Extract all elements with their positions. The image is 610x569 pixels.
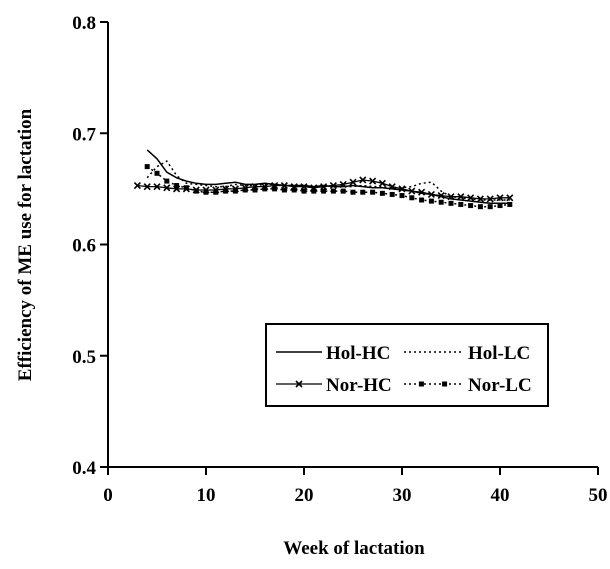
y-tick-label: 0.5 [72,347,96,368]
data-point-nor-lc [399,193,405,199]
data-point-nor-hc [437,191,445,200]
data-point-nor-lc [409,195,415,201]
data-point-nor-lc [477,204,483,210]
x-axis-title: Week of lactation [283,538,425,559]
x-tick-label: 50 [589,485,608,506]
data-point-nor-lc [360,189,366,195]
legend-box [265,323,549,407]
data-point-nor-lc [144,164,150,170]
data-point-nor-lc [507,201,513,207]
data-point-nor-lc [428,198,434,204]
data-point-nor-lc [468,203,474,209]
data-point-nor-lc [330,188,336,194]
y-axis-title: Efficiency of ME use for lactation [15,108,36,381]
data-point-nor-hc [408,187,416,195]
data-point-nor-lc [213,189,219,195]
series-line-hol-lc [146,160,510,201]
x-tick-label: 0 [103,485,113,506]
data-point-nor-hc [359,176,367,184]
legend-label-hol-hc: Hol-HC [326,343,390,364]
data-point-nor-hc [153,183,161,191]
data-point-nor-hc [467,194,475,202]
legend-label-nor-lc: Nor-LC [468,375,532,396]
legend-label-nor-hc: Nor-HC [326,375,392,396]
data-point-nor-lc [252,187,258,193]
y-tick-label: 0.6 [72,236,96,257]
data-point-nor-lc [291,187,297,193]
series-hol-lc [146,160,510,201]
series-line-hol-hc [146,149,510,205]
y-tick-label: 0.4 [72,458,96,479]
data-point-nor-hc [163,184,171,192]
data-point-nor-lc [350,189,356,195]
data-point-nor-lc [419,197,425,203]
data-point-nor-hc [486,195,494,203]
data-point-nor-hc [133,181,141,190]
data-point-nor-lc [203,189,209,195]
data-point-nor-hc [388,183,396,191]
data-point-nor-hc [418,188,426,196]
data-point-nor-lc [370,189,376,195]
data-point-nor-lc [174,183,180,189]
data-point-nor-lc [448,200,454,206]
x-tick-label: 20 [295,485,314,506]
x-tick-label: 40 [491,485,510,506]
data-point-nor-hc [427,190,435,199]
data-point-nor-hc [506,194,514,202]
x-tick-label: 10 [197,485,216,506]
data-point-nor-lc [497,203,503,209]
data-point-nor-lc [193,188,199,194]
data-point-nor-lc [301,188,307,194]
data-point-nor-hc [339,180,347,188]
data-point-nor-hc [398,185,406,193]
data-point-nor-hc [457,193,465,201]
plot-area: 0.4 0.5 0.6 0.7 0.8 0 10 20 30 40 50 Hol-HC Hol-LC No… [72,13,607,506]
data-point-nor-lc [272,186,278,192]
legend-marker-nor-lc [418,381,424,387]
data-point-nor-hc [378,179,386,187]
legend-marker-nor-lc [442,381,448,387]
legend: Hol-HC Hol-LC Nor-HC Nor-LC [265,323,549,407]
y-tick-label: 0.8 [72,13,96,34]
series-nor-lc [144,164,513,210]
data-point-nor-lc [379,190,385,196]
data-point-nor-lc [281,187,287,193]
data-point-nor-lc [311,188,317,194]
data-point-nor-lc [154,170,160,176]
data-point-nor-lc [321,188,327,194]
data-point-nor-lc [223,188,229,194]
data-point-nor-hc [496,194,504,202]
data-point-nor-hc [143,183,151,191]
data-point-nor-lc [262,186,268,192]
data-point-nor-lc [438,199,444,205]
data-point-nor-lc [164,178,170,184]
data-point-nor-lc [232,188,238,194]
data-point-nor-lc [389,191,395,197]
data-point-nor-lc [458,201,464,207]
data-point-nor-hc [329,181,337,190]
x-tick-label: 30 [393,485,412,506]
data-point-nor-lc [340,188,346,194]
legend-marker-nor-hc [295,380,303,388]
data-point-nor-lc [487,204,493,210]
series-hol-hc [146,149,510,205]
y-tick-label: 0.7 [72,124,96,145]
legend-label-hol-lc: Hol-LC [468,343,530,364]
data-point-nor-hc [349,178,357,186]
data-point-nor-hc [476,195,484,203]
data-point-nor-lc [242,187,248,193]
data-point-nor-hc [447,193,455,201]
data-point-nor-hc [369,177,377,185]
data-point-nor-lc [183,185,189,191]
